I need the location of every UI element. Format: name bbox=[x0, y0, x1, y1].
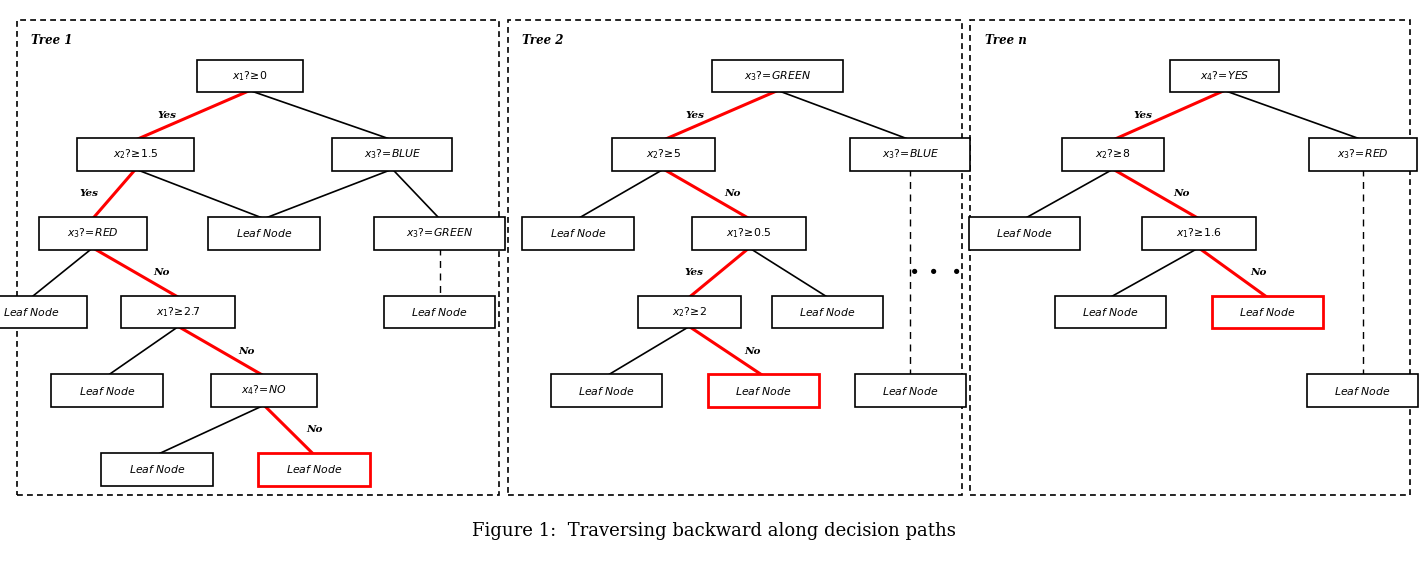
FancyBboxPatch shape bbox=[969, 217, 1080, 250]
FancyBboxPatch shape bbox=[39, 217, 147, 250]
FancyBboxPatch shape bbox=[638, 296, 741, 328]
Text: $Leaf\ Node$: $Leaf\ Node$ bbox=[3, 306, 60, 318]
Text: $Leaf\ Node$: $Leaf\ Node$ bbox=[735, 384, 792, 397]
Text: $Leaf\ Node$: $Leaf\ Node$ bbox=[1334, 384, 1391, 397]
Text: Yes: Yes bbox=[78, 189, 98, 198]
Text: No: No bbox=[238, 347, 255, 356]
Text: $x_3?\!=\! BLUE$: $x_3?\!=\! BLUE$ bbox=[882, 148, 939, 161]
Text: $\bullet\;\bullet\;\bullet$: $\bullet\;\bullet\;\bullet$ bbox=[908, 261, 962, 279]
FancyBboxPatch shape bbox=[522, 217, 634, 250]
Text: $x_3?\!=\! RED$: $x_3?\!=\! RED$ bbox=[67, 226, 118, 240]
Text: Yes: Yes bbox=[684, 268, 704, 277]
FancyBboxPatch shape bbox=[970, 20, 1410, 495]
Text: $x_1?\!\geq\! 0$: $x_1?\!\geq\! 0$ bbox=[231, 69, 268, 83]
Text: Yes: Yes bbox=[1133, 111, 1153, 120]
Text: $Leaf\ Node$: $Leaf\ Node$ bbox=[78, 384, 136, 397]
Text: $Leaf\ Node$: $Leaf\ Node$ bbox=[549, 227, 606, 239]
Text: $Leaf\ Node$: $Leaf\ Node$ bbox=[285, 463, 342, 475]
FancyBboxPatch shape bbox=[0, 296, 87, 328]
FancyBboxPatch shape bbox=[374, 217, 505, 250]
Text: No: No bbox=[153, 268, 170, 277]
Text: $Leaf\ Node$: $Leaf\ Node$ bbox=[578, 384, 635, 397]
FancyBboxPatch shape bbox=[772, 296, 883, 328]
Text: $x_1?\!\geq\! 0.5$: $x_1?\!\geq\! 0.5$ bbox=[726, 226, 772, 240]
Text: Tree n: Tree n bbox=[985, 34, 1026, 47]
FancyBboxPatch shape bbox=[17, 20, 499, 495]
Text: No: No bbox=[307, 425, 323, 434]
FancyBboxPatch shape bbox=[384, 296, 495, 328]
Text: Yes: Yes bbox=[685, 111, 705, 120]
FancyBboxPatch shape bbox=[197, 60, 303, 92]
FancyBboxPatch shape bbox=[708, 374, 819, 407]
Text: $x_3?\!=\! BLUE$: $x_3?\!=\! BLUE$ bbox=[364, 148, 421, 161]
FancyBboxPatch shape bbox=[101, 453, 213, 486]
FancyBboxPatch shape bbox=[692, 217, 806, 250]
FancyBboxPatch shape bbox=[1062, 138, 1164, 171]
FancyBboxPatch shape bbox=[1055, 296, 1166, 328]
FancyBboxPatch shape bbox=[850, 138, 970, 171]
Text: Yes: Yes bbox=[157, 111, 177, 120]
Text: $x_2?\!\geq\! 1.5$: $x_2?\!\geq\! 1.5$ bbox=[113, 148, 158, 161]
FancyBboxPatch shape bbox=[51, 374, 163, 407]
FancyBboxPatch shape bbox=[211, 374, 317, 407]
FancyBboxPatch shape bbox=[1309, 138, 1417, 171]
Text: $Leaf\ Node$: $Leaf\ Node$ bbox=[799, 306, 856, 318]
Text: $Leaf\ Node$: $Leaf\ Node$ bbox=[1239, 306, 1296, 318]
Text: Tree 1: Tree 1 bbox=[31, 34, 73, 47]
FancyBboxPatch shape bbox=[508, 20, 962, 495]
FancyBboxPatch shape bbox=[1170, 60, 1279, 92]
Text: $x_3?\!=\! RED$: $x_3?\!=\! RED$ bbox=[1337, 148, 1388, 161]
Text: No: No bbox=[723, 189, 741, 198]
FancyBboxPatch shape bbox=[612, 138, 715, 171]
Text: $x_4?\!=\! NO$: $x_4?\!=\! NO$ bbox=[241, 384, 287, 397]
FancyBboxPatch shape bbox=[77, 138, 194, 171]
Text: $x_1?\!\geq\! 2.7$: $x_1?\!\geq\! 2.7$ bbox=[156, 305, 201, 319]
FancyBboxPatch shape bbox=[551, 374, 662, 407]
FancyBboxPatch shape bbox=[1212, 296, 1323, 328]
Text: $Leaf\ Node$: $Leaf\ Node$ bbox=[1082, 306, 1139, 318]
FancyBboxPatch shape bbox=[712, 60, 843, 92]
Text: Tree 2: Tree 2 bbox=[522, 34, 564, 47]
FancyBboxPatch shape bbox=[258, 453, 370, 486]
Text: $x_1?\!\geq\! 1.6$: $x_1?\!\geq\! 1.6$ bbox=[1176, 226, 1222, 240]
Text: $x_4?\!=\! YES$: $x_4?\!=\! YES$ bbox=[1200, 69, 1249, 83]
Text: No: No bbox=[1173, 189, 1190, 198]
Text: $Leaf\ Node$: $Leaf\ Node$ bbox=[235, 227, 293, 239]
Text: $x_3?\!=\! GREEN$: $x_3?\!=\! GREEN$ bbox=[407, 226, 472, 240]
FancyBboxPatch shape bbox=[1142, 217, 1256, 250]
FancyBboxPatch shape bbox=[855, 374, 966, 407]
Text: Figure 1:  Traversing backward along decision paths: Figure 1: Traversing backward along deci… bbox=[471, 522, 956, 540]
Text: $x_2?\!\geq\! 2$: $x_2?\!\geq\! 2$ bbox=[672, 305, 706, 319]
Text: No: No bbox=[1250, 268, 1267, 277]
FancyBboxPatch shape bbox=[332, 138, 452, 171]
Text: $x_2?\!\geq\! 8$: $x_2?\!\geq\! 8$ bbox=[1096, 148, 1130, 161]
Text: $Leaf\ Node$: $Leaf\ Node$ bbox=[996, 227, 1053, 239]
Text: No: No bbox=[743, 347, 761, 356]
Text: $x_3?\!=\! GREEN$: $x_3?\!=\! GREEN$ bbox=[745, 69, 811, 83]
Text: $Leaf\ Node$: $Leaf\ Node$ bbox=[128, 463, 186, 475]
FancyBboxPatch shape bbox=[208, 217, 320, 250]
FancyBboxPatch shape bbox=[121, 296, 235, 328]
Text: $Leaf\ Node$: $Leaf\ Node$ bbox=[411, 306, 468, 318]
Text: $x_2?\!\geq\! 5$: $x_2?\!\geq\! 5$ bbox=[646, 148, 681, 161]
Text: $Leaf\ Node$: $Leaf\ Node$ bbox=[882, 384, 939, 397]
FancyBboxPatch shape bbox=[1307, 374, 1418, 407]
